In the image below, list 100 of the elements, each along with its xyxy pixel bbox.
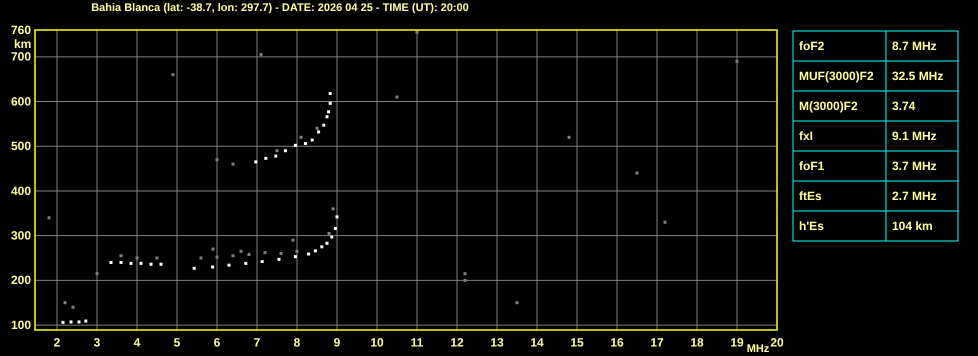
category-label: ftEs <box>799 189 822 203</box>
y-tick-label: 700 <box>10 50 32 64</box>
point <box>156 256 158 260</box>
point <box>326 115 328 118</box>
point <box>292 238 294 242</box>
point <box>78 320 80 324</box>
point <box>264 156 268 160</box>
x-axis-title: MHz <box>746 343 770 355</box>
x-tick-label: 16 <box>610 336 624 350</box>
point <box>150 262 152 266</box>
point <box>232 162 234 166</box>
point <box>334 227 337 230</box>
point <box>192 266 196 270</box>
point <box>228 264 230 267</box>
point <box>120 254 122 258</box>
point <box>240 250 242 253</box>
point <box>304 142 307 146</box>
y-tick-label: 300 <box>10 228 32 243</box>
category-label: foF1 <box>799 159 825 173</box>
x-tick-label: 8 <box>294 336 301 350</box>
point <box>636 172 638 175</box>
y-tick-label: 600 <box>10 94 32 108</box>
x-tick-label: 20 <box>770 336 784 350</box>
point <box>84 320 88 323</box>
point <box>310 138 314 142</box>
point <box>72 306 74 309</box>
category-label: h'Es <box>799 219 824 233</box>
point <box>280 252 282 256</box>
category-label: MUF(3000)F2 <box>799 69 874 83</box>
point <box>172 73 174 76</box>
point <box>332 207 334 210</box>
y-tick-label: 400 <box>10 184 32 198</box>
point <box>216 158 218 162</box>
text: 9.1 MHz <box>892 129 937 143</box>
y-tick-label: 200 <box>10 273 32 288</box>
text: 32.5 MHz <box>892 69 944 83</box>
point <box>216 256 218 259</box>
x-tick-label: 14 <box>530 336 544 350</box>
category-label: M(3000)F2 <box>799 99 858 113</box>
point <box>326 242 328 245</box>
point <box>317 130 320 134</box>
point <box>336 215 338 218</box>
point <box>120 260 122 264</box>
point <box>276 149 278 152</box>
point <box>464 272 466 276</box>
point <box>568 136 570 139</box>
point <box>200 256 202 260</box>
point <box>284 149 287 152</box>
text: 104 km <box>892 219 933 233</box>
point <box>70 320 72 324</box>
point <box>278 258 280 261</box>
y-tick-label: 760 <box>10 22 32 37</box>
x-tick-label: 9 <box>334 336 341 350</box>
point <box>316 126 318 130</box>
x-tick-label: 5 <box>174 336 181 350</box>
point <box>314 249 317 252</box>
point <box>294 144 297 147</box>
point <box>294 255 297 258</box>
point <box>328 102 332 105</box>
point <box>300 136 302 139</box>
category-label: foF2 <box>799 39 825 53</box>
point <box>464 278 466 282</box>
x-tick-label: 15 <box>570 336 584 350</box>
x-tick-label: 18 <box>690 336 704 350</box>
x-tick-label: 2 <box>54 336 61 350</box>
x-tick-label: 12 <box>450 336 464 350</box>
y-tick-label: 100 <box>10 318 32 332</box>
x-tick-label: 7 <box>254 336 261 350</box>
point <box>736 60 738 63</box>
x-tick-label: 17 <box>650 336 664 350</box>
y-axis-title: km <box>14 37 32 51</box>
y-tick-label: 500 <box>10 139 32 154</box>
point <box>330 236 334 239</box>
x-tick-label: 3 <box>94 336 101 350</box>
point <box>96 272 98 276</box>
point <box>62 320 64 324</box>
point <box>320 245 324 248</box>
point <box>260 260 264 264</box>
point <box>64 301 66 304</box>
point <box>244 262 248 265</box>
category-label: fxI <box>799 129 814 143</box>
text: 2.7 MHz <box>892 189 937 203</box>
point <box>160 262 162 266</box>
point <box>212 248 214 251</box>
point <box>328 232 330 235</box>
x-tick-label: 10 <box>370 336 384 350</box>
point <box>211 265 214 268</box>
point <box>307 252 310 256</box>
point <box>396 96 398 99</box>
chart-title: Bahia Blanca (lat: -38.7, lon: 297.7) - DATE: 2026 04 25 - TIME (UT): 20:00 <box>91 2 469 14</box>
point <box>110 260 112 264</box>
point <box>254 160 258 164</box>
x-tick-label: 13 <box>490 336 504 350</box>
point <box>264 251 266 254</box>
point <box>232 254 234 258</box>
point <box>130 262 132 265</box>
point <box>664 220 666 224</box>
point <box>274 154 278 158</box>
x-tick-label: 11 <box>410 336 424 350</box>
point <box>260 53 262 56</box>
